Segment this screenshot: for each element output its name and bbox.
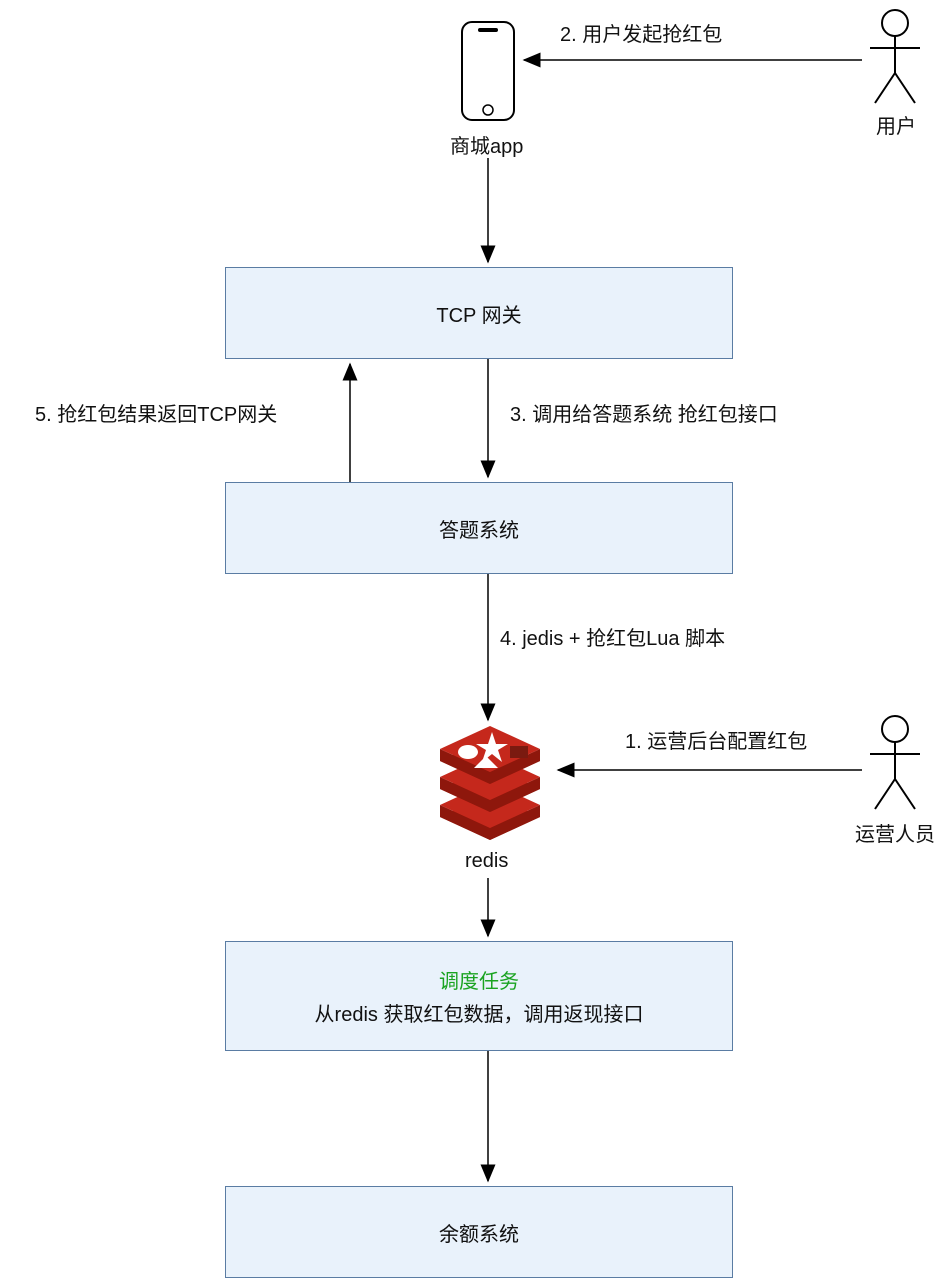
phone-icon [460, 20, 516, 122]
node-scheduler-subtitle: 从redis 获取红包数据，调用返现接口 [315, 998, 644, 1027]
actor-operator-label: 运营人员 [855, 818, 935, 847]
node-scheduler-title: 调度任务 [439, 965, 519, 994]
edges-svg [0, 0, 940, 1282]
phone-label: 商城app [450, 130, 523, 159]
edge-label-4: 4. jedis + 抢红包Lua 脚本 [500, 622, 725, 651]
edge-label-3: 3. 调用给答题系统 抢红包接口 [510, 398, 778, 427]
actor-user-label: 用户 [876, 110, 916, 139]
node-tcp-gateway: TCP 网关 [225, 267, 733, 359]
redis-label: redis [465, 850, 508, 873]
edge-label-5: 5. 抢红包结果返回TCP网关 [35, 398, 277, 427]
edge-label-1: 1. 运营后台配置红包 [625, 725, 807, 754]
redis-icon [430, 722, 550, 842]
node-balance: 余额系统 [225, 1186, 733, 1278]
node-scheduler: 调度任务 从redis 获取红包数据，调用返现接口 [225, 941, 733, 1051]
node-qa-system-label: 答题系统 [439, 514, 519, 543]
actor-operator [865, 714, 925, 814]
edge-label-2: 2. 用户发起抢红包 [560, 18, 722, 47]
node-balance-label: 余额系统 [439, 1218, 519, 1247]
node-tcp-gateway-label: TCP 网关 [436, 299, 521, 328]
node-qa-system: 答题系统 [225, 482, 733, 574]
actor-user [865, 8, 925, 108]
